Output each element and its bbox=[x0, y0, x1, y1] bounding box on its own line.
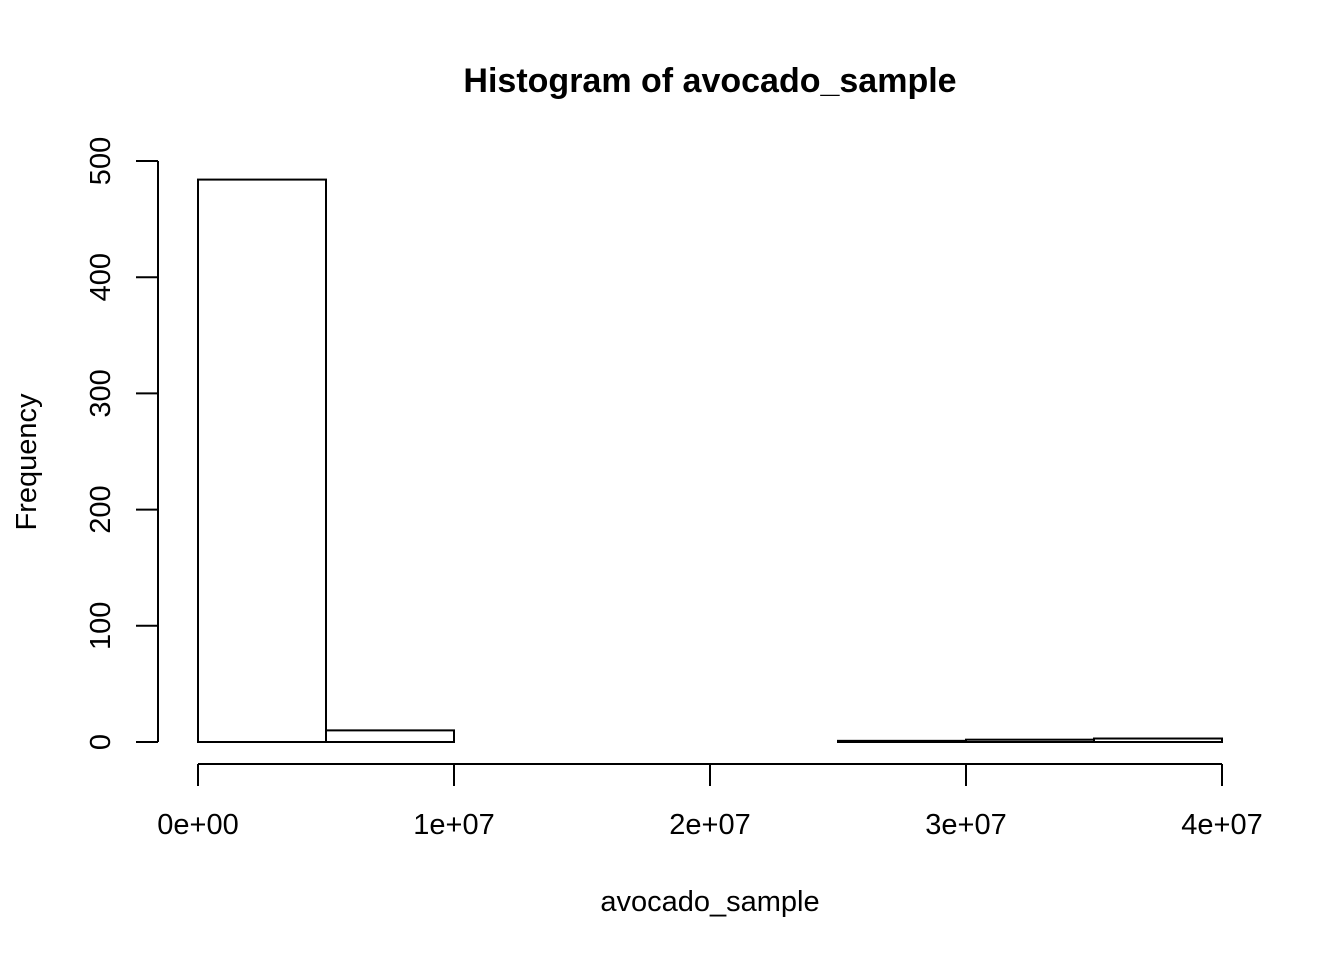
y-tick-label: 300 bbox=[85, 369, 117, 417]
histogram-bar bbox=[965, 738, 1095, 744]
histogram-bar bbox=[197, 178, 327, 744]
x-tick-label: 3e+07 bbox=[925, 809, 1006, 841]
histogram-bar bbox=[1093, 737, 1223, 743]
y-axis: 0 100 200 300 400 500 bbox=[85, 137, 159, 750]
x-axis-label: avocado_sample bbox=[600, 886, 819, 918]
bars-group bbox=[197, 178, 1223, 744]
y-tick-label: 0 bbox=[85, 734, 117, 750]
chart-title: Histogram of avocado_sample bbox=[463, 62, 956, 100]
x-tick-label: 1e+07 bbox=[413, 809, 494, 841]
y-tick-label: 100 bbox=[85, 602, 117, 650]
x-tick-label: 4e+07 bbox=[1181, 809, 1262, 841]
histogram-bar bbox=[837, 739, 967, 744]
x-tick-label: 2e+07 bbox=[669, 809, 750, 841]
x-tick-label: 0e+00 bbox=[157, 809, 238, 841]
y-tick-label: 200 bbox=[85, 485, 117, 533]
histogram-bar bbox=[325, 729, 455, 744]
y-tick-label: 400 bbox=[85, 253, 117, 301]
x-axis: 0e+00 1e+07 2e+07 3e+07 4e+07 bbox=[157, 763, 1263, 841]
y-axis-label: Frequency bbox=[11, 393, 43, 531]
y-tick-label: 500 bbox=[85, 137, 117, 185]
